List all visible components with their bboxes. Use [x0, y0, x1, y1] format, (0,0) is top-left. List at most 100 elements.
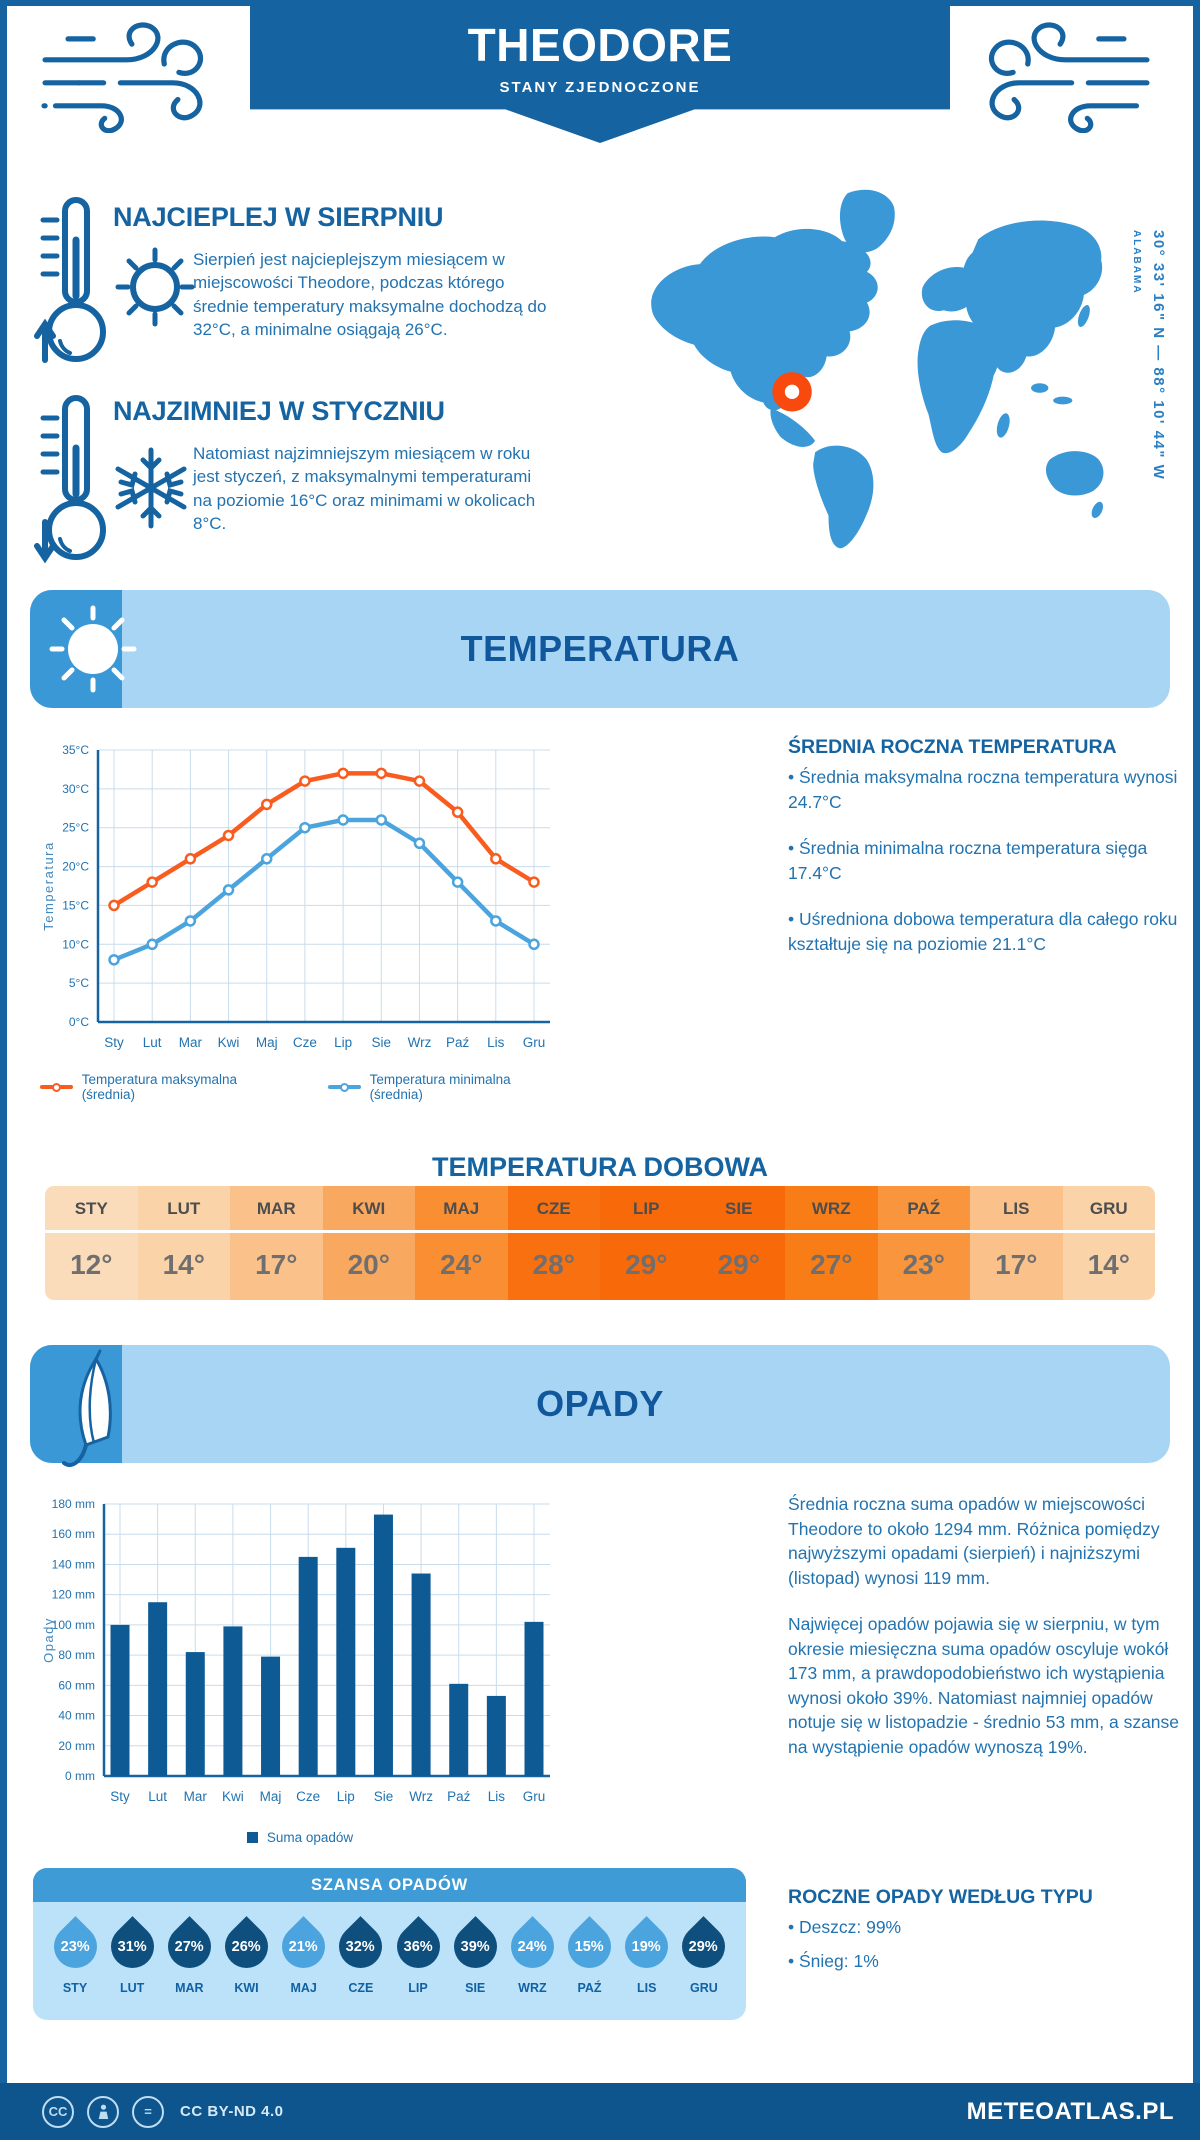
daily-temp-cell: LIS 17°	[970, 1186, 1063, 1300]
chance-percent: 21%	[289, 1938, 319, 1955]
svg-text:20°C: 20°C	[62, 860, 89, 874]
page-title: THEODORE	[467, 19, 733, 71]
svg-text:Temperatura: Temperatura	[41, 841, 56, 930]
daily-temp-value: 29°	[625, 1249, 668, 1280]
svg-text:120 mm: 120 mm	[52, 1588, 95, 1602]
svg-text:Mar: Mar	[179, 1035, 203, 1050]
svg-text:Lip: Lip	[334, 1035, 352, 1050]
svg-text:Gru: Gru	[523, 1035, 546, 1050]
svg-text:180 mm: 180 mm	[52, 1497, 95, 1511]
continent-africa	[917, 320, 1000, 454]
droplet-icon: 21%	[273, 1916, 335, 1977]
droplet-icon: 36%	[387, 1916, 449, 1977]
precipitation-paragraph: Średnia roczna suma opadów w miejscowośc…	[788, 1494, 1160, 1588]
chance-droplet-cell: 27% MAR	[158, 1916, 220, 1995]
droplet-icon: 39%	[444, 1916, 506, 1977]
attribution-person-icon	[87, 2095, 119, 2128]
umbrella-icon	[62, 1349, 112, 1467]
daily-temp-cell: MAR 17°	[230, 1186, 323, 1300]
svg-text:25°C: 25°C	[62, 821, 89, 835]
chance-percent: 32%	[346, 1938, 376, 1955]
svg-text:40 mm: 40 mm	[58, 1709, 95, 1723]
daily-temp-value: 24°	[440, 1249, 483, 1280]
cold-thermometer-snowflake-icon	[34, 395, 187, 564]
svg-text:Wrz: Wrz	[409, 1789, 433, 1804]
chance-percent: 36%	[403, 1938, 433, 1955]
legend-item-min: Temperatura minimalna (średnia)	[327, 1072, 560, 1102]
page-border-left	[0, 0, 7, 2140]
svg-text:160 mm: 160 mm	[52, 1527, 95, 1541]
svg-text:Sty: Sty	[110, 1789, 130, 1804]
sun-icon	[49, 605, 137, 693]
chance-droplet-cell: 15% PAŹ	[559, 1916, 620, 1995]
chance-month: LUT	[120, 1981, 145, 1995]
chance-droplet-cell: 19% LIS	[616, 1916, 678, 1995]
svg-text:Lis: Lis	[488, 1789, 506, 1804]
svg-text:35°C: 35°C	[62, 743, 89, 757]
chance-percent: 23%	[60, 1938, 90, 1955]
svg-text:Wrz: Wrz	[408, 1035, 432, 1050]
svg-text:0 mm: 0 mm	[65, 1769, 95, 1783]
legend-max-label: Temperatura maksymalna (średnia)	[81, 1072, 237, 1102]
chance-droplet-cell: 36% LIP	[387, 1916, 449, 1995]
daily-temp-value: 17°	[995, 1249, 1038, 1280]
warmest-month-text: Sierpień jest najcieplejszym miesiącem w…	[193, 250, 547, 340]
chance-droplet-cell: 21% MAJ	[273, 1916, 335, 1995]
chance-percent: 26%	[232, 1938, 262, 1955]
continent-central-america	[770, 408, 816, 447]
precipitation-text-block: Średnia roczna suma opadów w miejscowośc…	[788, 1492, 1180, 1781]
chance-droplet-cell: 29% GRU	[673, 1916, 735, 1995]
cc-icon: CC	[42, 2095, 74, 2128]
daily-temp-cell: STY 12°	[45, 1186, 138, 1300]
daily-temp-month: GRU	[1062, 1186, 1155, 1233]
daily-temp-month: LIP	[600, 1186, 693, 1233]
daily-temp-cell: LUT 14°	[137, 1186, 230, 1300]
continent-greenland	[839, 189, 895, 253]
chance-percent: 19%	[632, 1938, 662, 1955]
daily-temp-cell: MAJ 24°	[415, 1186, 508, 1300]
svg-text:Opady: Opady	[41, 1617, 56, 1663]
world-map	[651, 189, 1104, 549]
chance-month: PAŹ	[577, 1981, 602, 1995]
continent-south-america	[813, 445, 874, 549]
warm-thermometer-sun-icon	[34, 197, 195, 363]
header-banner: THEODORE STANY ZJEDNOCZONE	[250, 0, 950, 143]
chance-month: STY	[62, 1981, 88, 1995]
daily-temp-cell: SIE 29°	[692, 1186, 785, 1300]
daily-temp-value: 14°	[1087, 1249, 1130, 1280]
daily-temp-month: KWI	[322, 1186, 415, 1233]
droplet-icon: 32%	[330, 1916, 392, 1977]
daily-temp-month: MAR	[230, 1186, 323, 1233]
daily-temp-value: 14°	[162, 1249, 205, 1280]
chance-percent: 31%	[117, 1938, 147, 1955]
svg-text:Cze: Cze	[296, 1789, 320, 1804]
svg-text:60 mm: 60 mm	[58, 1678, 95, 1692]
svg-text:Sie: Sie	[374, 1789, 394, 1804]
chance-month: SIE	[465, 1981, 486, 1995]
sum-square-marker	[246, 1832, 258, 1843]
precipitation-by-type-block: ROCZNE OPADY WEDŁUG TYPU • Deszcz: 99% •…	[788, 1886, 1180, 1982]
cc-icons: CC =	[42, 2095, 164, 2128]
annual-bullet: • Średnia minimalna roczna temperatura s…	[788, 838, 1148, 883]
annual-temperature-block: ŚREDNIA ROCZNA TEMPERATURA • Średnia mak…	[788, 736, 1180, 978]
svg-text:0°C: 0°C	[69, 1015, 89, 1029]
precipitation-section-title: OPADY	[536, 1383, 664, 1424]
daily-temp-month: LUT	[137, 1186, 230, 1233]
continent-asia	[962, 220, 1103, 373]
svg-text:10°C: 10°C	[62, 937, 89, 951]
max-line-marker	[40, 1082, 73, 1092]
chance-month: WRZ	[518, 1981, 547, 1995]
chance-of-precipitation-title: SZANSA OPADÓW	[33, 1868, 746, 1902]
coldest-month-title: NAJZIMNIEJ W STYCZNIU	[113, 396, 445, 426]
chance-percent: 29%	[689, 1938, 719, 1955]
daily-temp-value: 20°	[347, 1249, 390, 1280]
by-type-bullet: • Deszcz: 99%	[788, 1917, 902, 1937]
svg-text:Kwi: Kwi	[222, 1789, 244, 1804]
daily-temp-month: MAJ	[415, 1186, 508, 1233]
daily-temp-month: PAŹ	[877, 1186, 970, 1233]
svg-text:5°C: 5°C	[69, 976, 89, 990]
chance-percent: 27%	[174, 1938, 204, 1955]
annual-bullet: • Uśredniona dobowa temperatura dla całe…	[788, 909, 1178, 954]
continent-australia	[1045, 451, 1104, 496]
